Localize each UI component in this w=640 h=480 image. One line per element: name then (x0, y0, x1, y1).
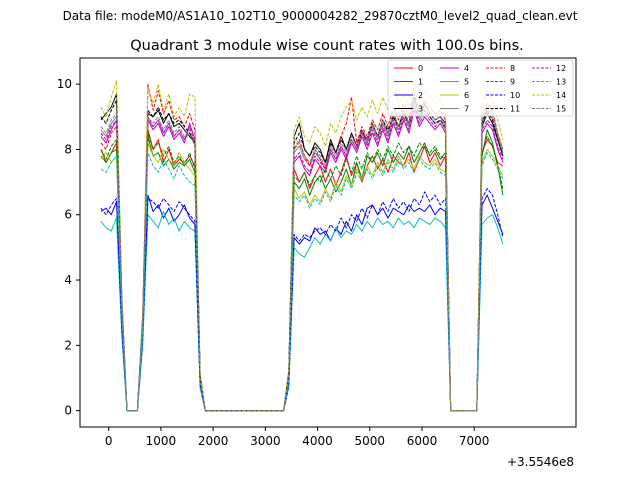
legend-label-4: 4 (464, 64, 469, 73)
y-tick-label: 4 (64, 273, 72, 287)
series-line-10 (100, 188, 504, 412)
series-line-4 (100, 109, 504, 412)
x-axis: 0 1000 2000 3000 4000 5000 6000 7000 (105, 427, 490, 448)
y-axis: 0 2 4 6 8 10 (57, 77, 80, 418)
series-line-9 (100, 132, 504, 412)
x-tick-label: 5000 (354, 434, 385, 448)
x-tick-label: 7000 (459, 434, 490, 448)
series-line-1 (100, 129, 504, 412)
plot-area (79, 57, 577, 428)
y-tick-label: 0 (64, 404, 72, 418)
series-line-12 (100, 106, 504, 412)
y-tick-label: 8 (64, 142, 72, 156)
x-tick-label: 4000 (302, 434, 333, 448)
legend-label-15: 15 (556, 105, 566, 114)
series-line-7 (100, 103, 504, 412)
series-line-3 (100, 93, 504, 412)
series-line-2 (100, 194, 504, 412)
x-tick-label: 6000 (407, 434, 438, 448)
legend-label-10: 10 (510, 91, 520, 100)
legend-label-13: 13 (556, 78, 566, 87)
y-tick-label: 6 (64, 208, 72, 222)
chart-title: Quadrant 3 module wise count rates with … (130, 38, 524, 54)
legend-label-2: 2 (418, 91, 423, 100)
series-line-11 (100, 100, 504, 412)
legend-label-5: 5 (464, 78, 469, 87)
x-tick-label: 3000 (250, 434, 281, 448)
x-tick-label: 1000 (146, 434, 177, 448)
series-line-13 (100, 152, 504, 412)
series-line-5 (100, 211, 504, 412)
x-offset-label: +3.5546e8 (507, 455, 574, 469)
suptitle: Data file: modeM0/AS1A10_102T10_90000042… (63, 9, 578, 23)
series-lines (100, 77, 504, 412)
legend-label-7: 7 (464, 105, 469, 114)
legend-label-3: 3 (418, 105, 423, 114)
y-tick-label: 2 (64, 338, 72, 352)
legend-label-0: 0 (418, 64, 423, 73)
x-tick-label: 2000 (198, 434, 229, 448)
legend-label-14: 14 (556, 91, 566, 100)
series-line-15 (100, 100, 504, 412)
legend-label-11: 11 (510, 105, 520, 114)
legend-label-6: 6 (464, 91, 469, 100)
axes-frame (79, 57, 577, 428)
series-line-6 (100, 142, 504, 412)
y-tick-label: 10 (57, 77, 72, 91)
legend-label-1: 1 (418, 78, 423, 87)
legend-label-8: 8 (510, 64, 515, 73)
legend-box (387, 59, 574, 117)
legend-label-12: 12 (556, 64, 566, 73)
legend-label-9: 9 (510, 78, 515, 87)
x-tick-label: 0 (105, 434, 113, 448)
